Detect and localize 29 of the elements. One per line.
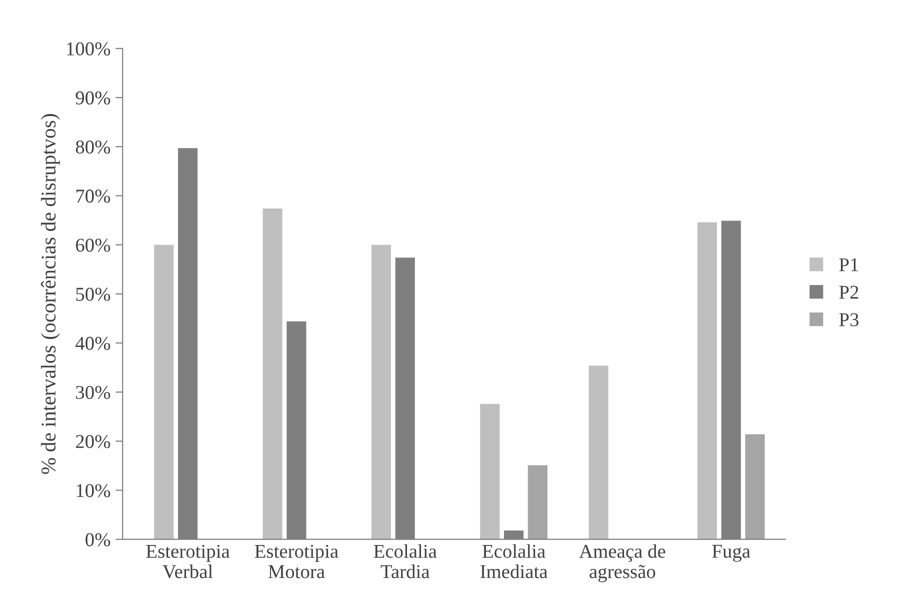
- y-axis-title: % de intervalos (ocorrências de disruptvos): [40, 114, 60, 474]
- legend-label: P2: [839, 286, 858, 299]
- x-tick-label: Esterotipia Motora: [254, 544, 338, 578]
- bar: [262, 208, 282, 540]
- bar: [480, 404, 500, 540]
- bar: [528, 465, 548, 540]
- bar: [745, 434, 765, 540]
- y-tick-label: 60%: [76, 238, 110, 252]
- bar: [371, 244, 391, 540]
- y-tick-label: 20%: [76, 434, 110, 448]
- legend-label: P1: [839, 258, 858, 272]
- y-tick-label: 30%: [76, 386, 110, 400]
- bar: [697, 222, 717, 540]
- y-tick-label: 0%: [86, 533, 110, 546]
- x-tick-label: Ecolalia Tardia: [374, 544, 437, 578]
- legend-label: P3: [839, 313, 858, 326]
- y-tick-label: 50%: [76, 288, 110, 301]
- x-tick-label: Ecolalia Imediata: [480, 544, 548, 578]
- y-tick-label: 70%: [76, 190, 110, 203]
- bar: [588, 366, 608, 540]
- y-tick-label: 10%: [76, 484, 110, 498]
- x-tick-label: Ameaça de agressão: [579, 544, 666, 582]
- bar: [154, 244, 174, 540]
- y-tick-label: 100%: [67, 42, 110, 56]
- y-tick-label: 90%: [76, 91, 110, 105]
- x-tick-label: Esterotipia Verbal: [146, 544, 230, 578]
- y-tick-label: 40%: [76, 336, 110, 350]
- y-tick-label: 80%: [76, 140, 110, 154]
- x-tick-label: Fuga: [712, 544, 750, 562]
